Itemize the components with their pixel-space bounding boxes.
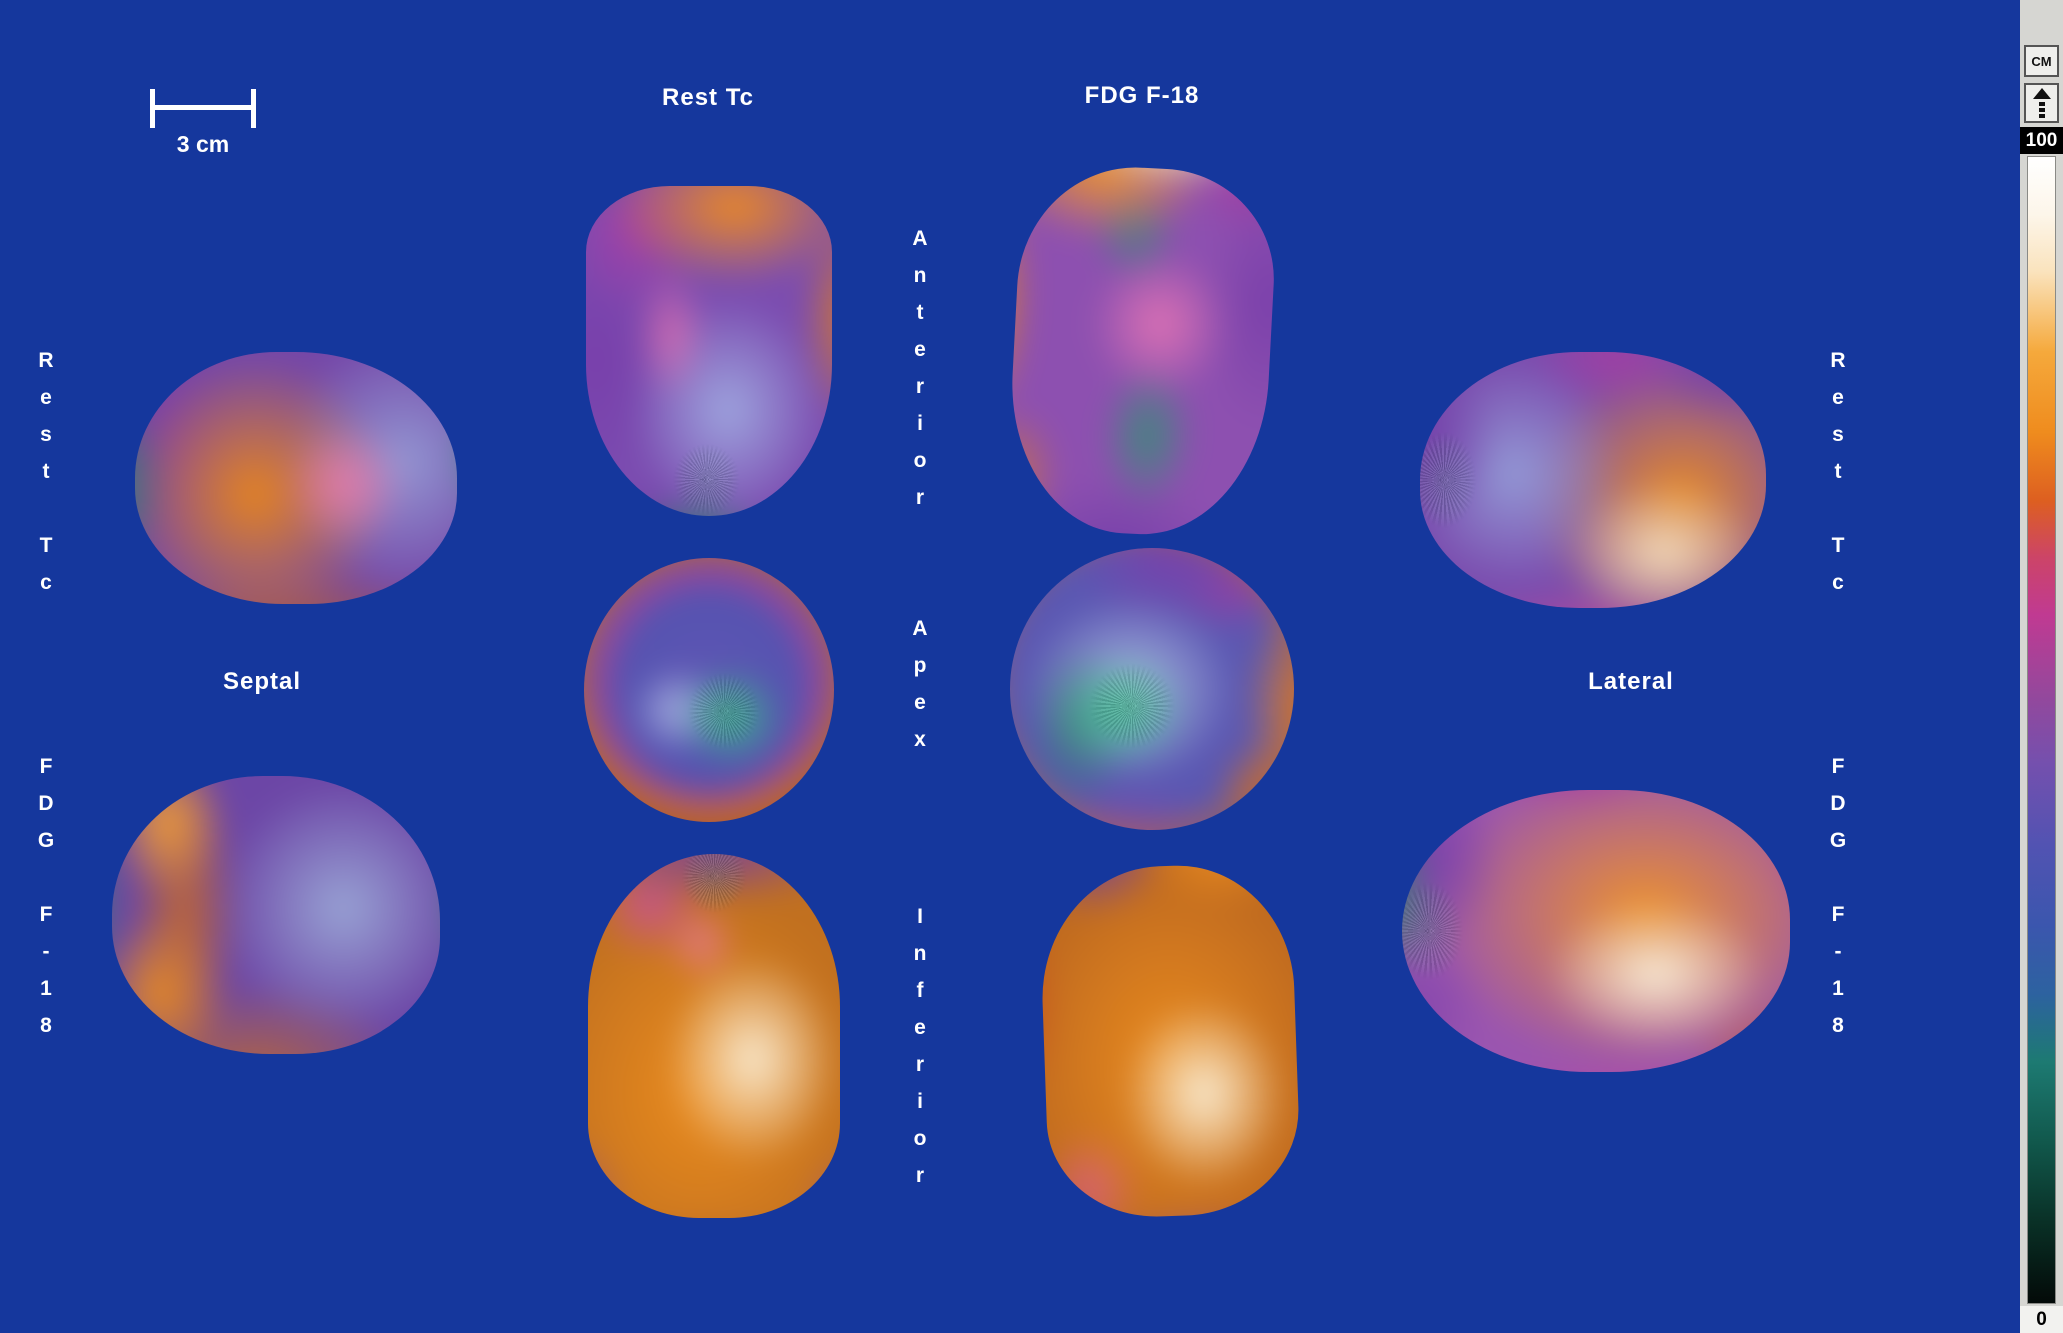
apex-spokes <box>674 658 774 764</box>
heart-rendering-fdg-apex <box>1010 548 1294 830</box>
scale-bar: 3 cm <box>150 89 256 157</box>
heart-rendering-fdg-anterior <box>1005 162 1280 541</box>
apex-spokes <box>659 430 754 516</box>
heart-rendering-rest-septal <box>135 352 457 604</box>
apex-spokes <box>668 854 760 927</box>
column-header-fdg-f18: FDG F-18 <box>1084 82 1200 109</box>
column-header-rest-tc: Rest Tc <box>662 84 754 111</box>
heart-rendering-fdg-septal <box>112 776 440 1054</box>
colorbar-arrow-button[interactable] <box>2024 83 2059 123</box>
up-arrow-icon <box>2032 88 2051 118</box>
heart-rendering-rest-inferior <box>588 854 840 1218</box>
apex-spokes <box>1420 413 1490 547</box>
heart-rendering-rest-lateral <box>1420 352 1766 608</box>
apex-spokes <box>1402 863 1476 999</box>
colorbar-max-label: 100 <box>2020 127 2063 154</box>
heart-rendering-fdg-inferior <box>1038 862 1302 1221</box>
scale-bar-label: 3 cm <box>176 131 230 157</box>
scale-bar-line <box>152 105 254 110</box>
apex-spokes <box>1072 646 1192 766</box>
colorbar-units-button[interactable]: CM <box>2024 45 2059 77</box>
color-scale-panel: CM 100 0 <box>2020 0 2063 1333</box>
heart-rendering-rest-anterior <box>586 186 832 516</box>
heart-rendering-rest-apex <box>584 558 834 822</box>
scale-bar-tick-right <box>251 89 256 128</box>
view-label-lateral: Lateral <box>1588 668 1674 695</box>
heart-rendering-fdg-lateral <box>1402 790 1790 1072</box>
colorbar-min-label: 0 <box>2020 1306 2063 1333</box>
view-label-septal: Septal <box>222 668 302 695</box>
colorbar-gradient <box>2027 156 2056 1304</box>
